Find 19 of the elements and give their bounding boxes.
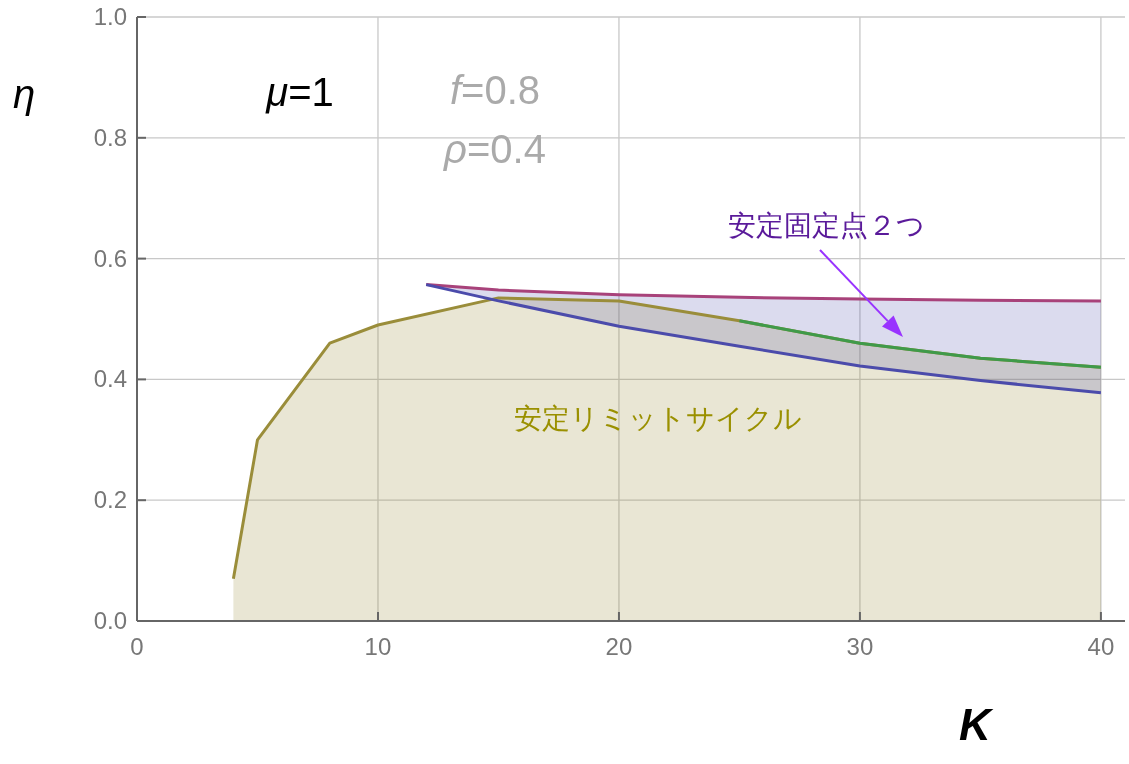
- annotation: 安定固定点２つ: [727, 210, 925, 241]
- annotation: f=0.8: [449, 68, 541, 112]
- x-tick-label: 10: [364, 633, 392, 660]
- x-tick-label: 20: [605, 633, 633, 660]
- x-tick-label: 40: [1087, 633, 1115, 660]
- annotation: 安定リミットサイクル: [514, 403, 802, 434]
- y-axis-title: η: [12, 72, 36, 116]
- line-series: [737, 319, 1103, 369]
- annotation: μ=1: [265, 70, 334, 114]
- y-tick-label: 1.0: [93, 3, 127, 30]
- x-tick-label: 0: [130, 633, 144, 660]
- y-tick-label: 0.2: [93, 486, 127, 514]
- annotation: ρ=0.4: [443, 127, 546, 171]
- x-tick-label: 30: [846, 633, 874, 660]
- y-tick-label: 0.6: [93, 244, 127, 272]
- y-tick-label: 0.8: [93, 123, 127, 151]
- y-tick-label: 0.4: [93, 365, 127, 393]
- y-tick-label: 0.0: [93, 607, 127, 634]
- x-axis-title: K: [959, 700, 995, 749]
